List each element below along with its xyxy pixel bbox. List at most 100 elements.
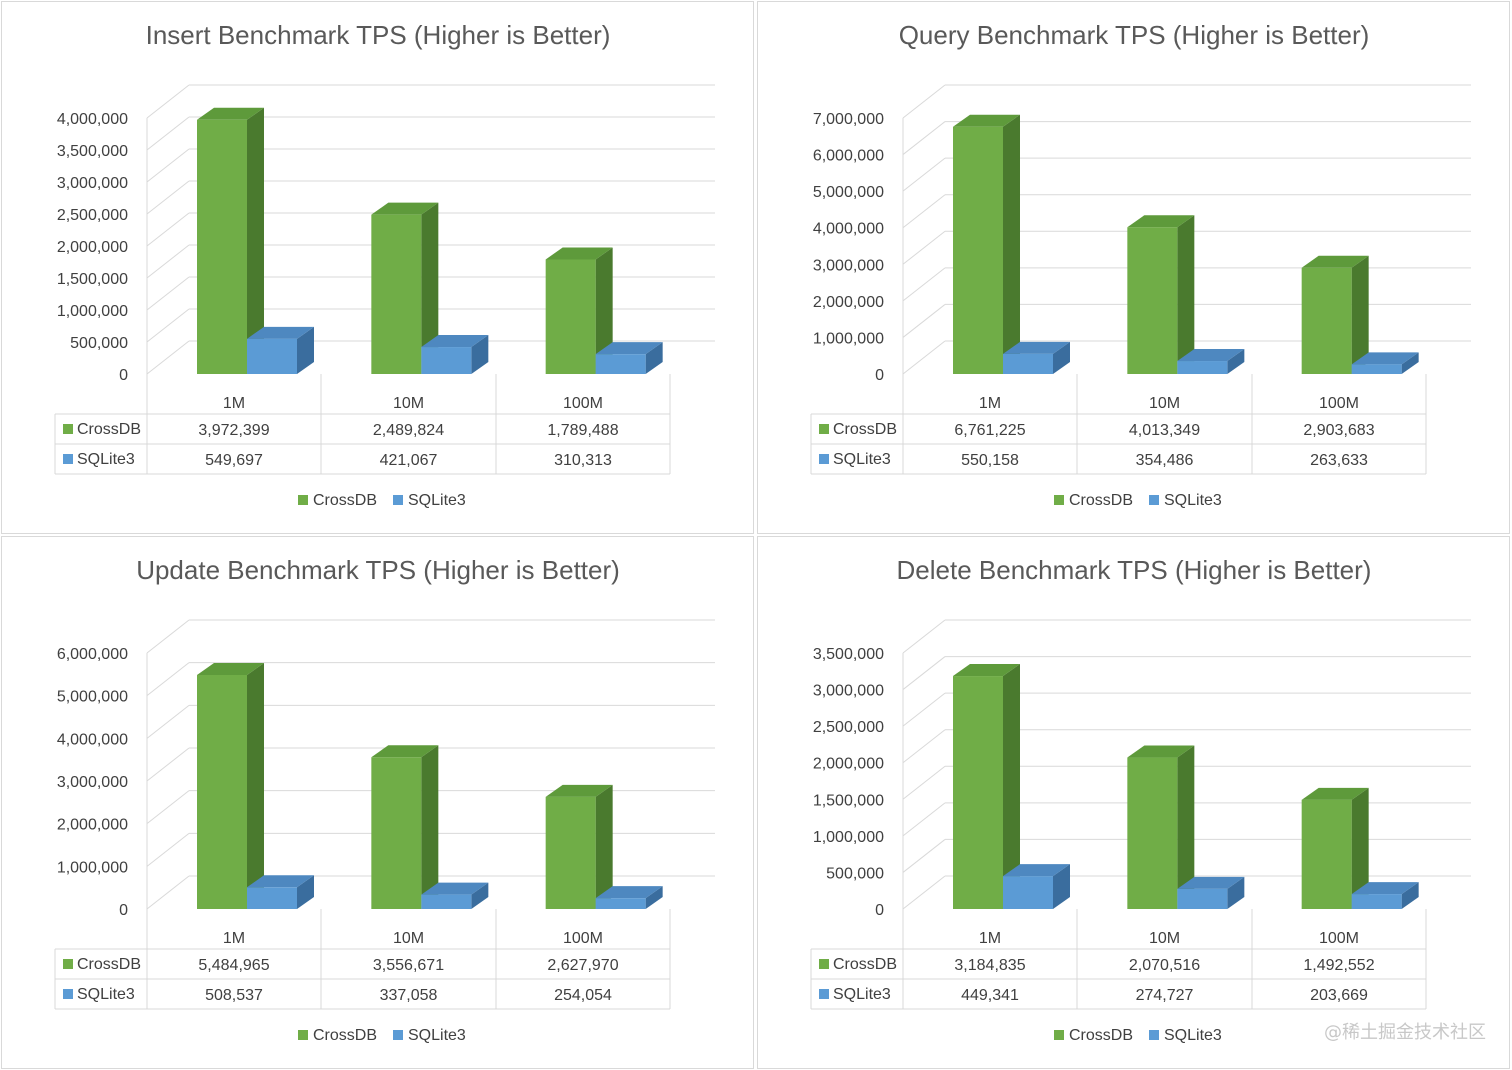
y-tick-label: 0 [119,902,128,919]
data-label: 1,789,488 [547,422,618,439]
grid-diagonal [902,84,946,119]
chart-title: Delete Benchmark TPS (Higher is Better) [897,555,1372,585]
sqlite-bar-top [1351,352,1419,365]
table-series-label: SQLite3 [77,986,135,1003]
sqlite-bar [1003,876,1053,909]
table-series-label: CrossDB [833,956,897,973]
sqlite-bar [247,338,297,374]
crossdb-bar-side [595,247,613,374]
data-label: 203,669 [1310,987,1368,1004]
y-tick-label: 4,000,000 [813,221,884,238]
grid-diagonal [902,692,946,727]
sqlite-bar-top [595,342,663,355]
grid-diagonal [902,802,946,837]
crossdb-bar-side [1177,215,1195,374]
table-legend-key [819,989,829,999]
update-chart-svg: Update Benchmark TPS (Higher is Better) 0… [54,555,715,1044]
y-tick-label: 1,000,000 [57,303,128,320]
x-tick-label: 10M [393,395,424,412]
y-tick-label: 2,000,000 [57,817,128,834]
crossdb-bar-top [1301,787,1369,800]
legend-key-sqlite [393,1030,403,1040]
legend-label-sqlite: SQLite3 [1164,492,1222,509]
x-tick-label: 10M [393,930,424,947]
x-tick-label: 100M [1319,930,1359,947]
y-tick-label: 2,000,000 [57,239,128,256]
sqlite-bar [1003,353,1053,374]
data-label: 4,013,349 [1129,422,1200,439]
data-label: 274,727 [1136,987,1194,1004]
crossdb-bar-side [1351,787,1369,909]
data-label: 263,633 [1310,452,1368,469]
y-tick-label: 6,000,000 [813,148,884,165]
grid-diagonal [902,157,946,192]
crossdb-bar [1127,227,1178,374]
table-legend-key [819,424,829,434]
x-tick-label: 10M [1149,395,1180,412]
y-tick-label: 4,000,000 [57,111,128,128]
crossdb-bar [371,757,422,909]
sqlite-bar [595,898,646,909]
sqlite-bar [1177,361,1228,374]
crossdb-bar [197,119,247,374]
grid-diagonal [902,121,946,155]
x-tick-label: 100M [563,395,603,412]
grid-diagonal [146,704,190,739]
crossdb-bar-top [371,745,439,758]
grid-diagonal [902,656,946,690]
chart-title: Update Benchmark TPS (Higher is Better) [136,555,620,585]
sqlite-bar [421,347,472,374]
crossdb-bar-side [421,202,439,374]
legend-label-sqlite: SQLite3 [408,492,466,509]
legend-key-crossdb [1054,495,1064,505]
crossdb-bar-side [595,784,613,909]
grid-diagonal [902,267,946,302]
sqlite-bar [1351,364,1402,374]
crossdb-bar-side [1003,664,1020,909]
grid-diagonal [146,340,190,375]
y-tick-label: 500,000 [70,335,128,352]
y-tick-label: 2,500,000 [57,207,128,224]
sqlite-bar-top [1003,341,1070,354]
sqlite-bar-side [1227,349,1245,374]
grid-diagonal [146,84,190,119]
table-series-label: SQLite3 [833,986,891,1003]
sqlite-bar-side [1401,882,1419,909]
crossdb-bar-top [197,107,264,120]
legend-label-crossdb: CrossDB [1069,1027,1133,1044]
grid-diagonal [146,116,190,151]
table-series-label: CrossDB [77,421,141,438]
table-legend-key [63,989,73,999]
data-label: 1,492,552 [1303,957,1374,974]
crossdb-bar-side [247,662,264,909]
x-tick-label: 1M [223,395,245,412]
y-tick-label: 1,000,000 [813,829,884,846]
y-tick-label: 500,000 [826,865,884,882]
crossdb-bar [1301,799,1352,909]
table-series-label: CrossDB [833,421,897,438]
crossdb-bar-top [197,662,264,675]
data-label: 2,070,516 [1129,957,1200,974]
data-label: 549,697 [205,452,263,469]
sqlite-bar-top [1177,876,1245,889]
table-legend-key [63,959,73,969]
y-tick-label: 3,000,000 [57,774,128,791]
sqlite-bar-top [1351,882,1419,895]
grid-diagonal [902,619,946,654]
y-tick-label: 3,000,000 [813,683,884,700]
data-label: 2,627,970 [547,957,618,974]
y-tick-label: 3,000,000 [57,175,128,192]
crossdb-bar [953,676,1003,909]
crossdb-bar-top [371,202,439,215]
sqlite-bar-side [471,335,489,374]
grid-diagonal [146,212,190,247]
legend-label-sqlite: SQLite3 [1164,1027,1222,1044]
sqlite-bar-side [297,875,314,909]
insert-chart-svg: Insert Benchmark TPS (Higher is Better) 0… [54,20,715,509]
data-label: 3,556,671 [373,957,444,974]
sqlite-bar-top [247,875,314,888]
legend-key-crossdb [298,495,308,505]
sqlite-bar-top [421,882,489,895]
y-tick-label: 2,000,000 [813,756,884,773]
y-tick-label: 1,500,000 [813,792,884,809]
